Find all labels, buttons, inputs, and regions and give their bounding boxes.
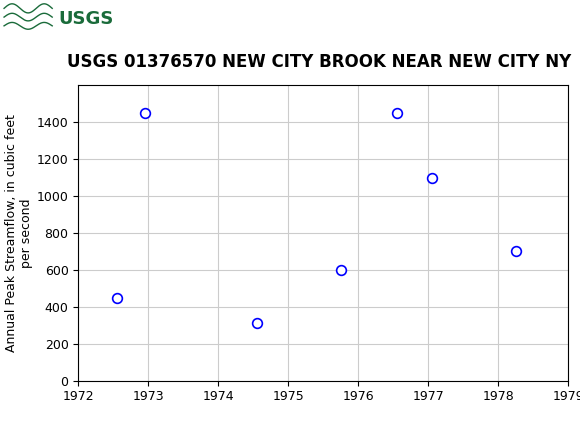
Y-axis label: Annual Peak Streamflow, in cubic feet
per second: Annual Peak Streamflow, in cubic feet pe… [5, 114, 32, 352]
Bar [3, 2, 93, 36]
Text: USGS 01376570 NEW CITY BROOK NEAR NEW CITY NY: USGS 01376570 NEW CITY BROOK NEAR NEW CI… [67, 52, 571, 71]
Text: USGS: USGS [58, 10, 113, 28]
